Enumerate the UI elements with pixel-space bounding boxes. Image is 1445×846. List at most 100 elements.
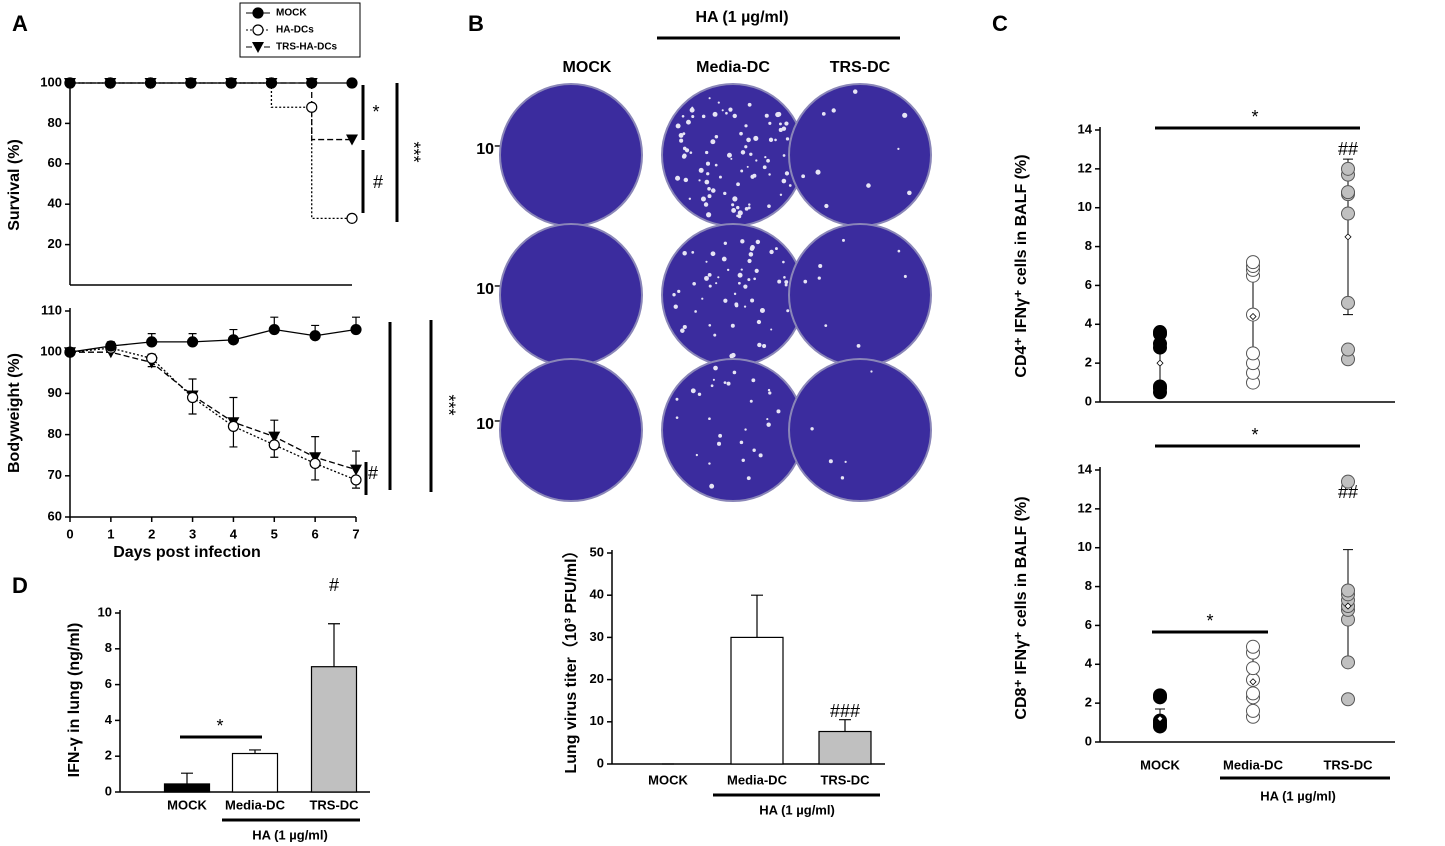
plaque [708,323,712,327]
plaque [682,132,686,136]
data-point [1341,185,1355,200]
data-point [227,334,240,346]
y-tick-label: 10 [590,713,604,728]
plaque [758,453,763,458]
plaque [705,161,711,166]
plaque [689,151,693,154]
plaque [856,344,861,348]
plaque [734,302,739,307]
plaque [701,297,704,300]
data-point [1153,688,1167,703]
y-tick-label: 0 [105,783,112,798]
plaque [755,239,761,245]
plaque [690,388,696,394]
plaque [707,187,711,191]
series-step [311,83,352,141]
x-tick-label: 3 [189,526,196,541]
data-point [268,439,280,451]
plaque [705,260,708,263]
plaque [759,307,765,313]
panel-label: B [468,11,484,36]
plate [499,223,643,367]
plaque [801,174,806,179]
plaque [712,378,715,381]
plaque [782,154,786,157]
plaque [740,268,743,271]
plaque [683,177,689,183]
plaque [824,203,829,209]
error-bar [751,594,763,638]
plaque [710,139,716,145]
group-label: HA (1 µg/ml) [1260,788,1336,803]
plaque [718,175,722,179]
data-point [64,77,76,89]
plaque [902,112,908,118]
plaque [775,111,781,118]
plaque [810,427,814,431]
error-bar [839,719,851,732]
plaque [739,440,744,445]
plaque [704,275,709,281]
plaque [723,381,727,384]
y-tick-label: 2 [105,748,112,763]
data-point [309,457,321,470]
plaque [713,333,717,337]
plaque [691,251,695,254]
data-point [306,77,318,89]
data-point [1153,325,1167,340]
x-tick-label: MOCK [167,797,207,812]
data-point [1246,703,1260,718]
x-tick-label: 5 [271,526,278,541]
plaque [767,204,771,208]
plaque [682,146,687,151]
plaque [779,122,782,126]
plate [661,358,805,502]
y-tick-label: 0 [1085,393,1092,408]
series-line [69,347,357,481]
plaque [747,206,751,210]
y-tick-label: 70 [48,467,62,482]
plaque [852,89,858,94]
x-tick-label: Media-DC [727,772,788,787]
plaque [744,124,748,128]
annotation: * [1251,425,1258,445]
annotation: ### [830,701,860,721]
x-tick-label: 6 [312,526,319,541]
x-tick-label: MOCK [1140,757,1180,772]
plaque [733,292,737,296]
plaque [732,370,737,375]
plate [499,358,643,502]
plaque [740,150,746,155]
plaque [782,260,785,264]
plaque [741,458,745,463]
plaque [682,324,687,330]
error-bar [181,772,193,784]
data-point [186,391,199,404]
error-bar [328,623,340,667]
y-tick-label: 60 [48,508,62,523]
plaque [747,258,752,264]
y-tick-label: 12 [1078,160,1092,175]
plaque [703,202,709,207]
plaque [726,268,730,272]
y-tick-label: 0 [1085,733,1092,748]
plaque [755,159,758,162]
plaque [709,483,715,489]
plaque [770,328,773,331]
plaque [788,184,792,187]
plaque [777,279,782,284]
plaque [754,268,759,273]
plaque [677,289,681,293]
data-point [1246,661,1260,676]
mean-marker [1344,602,1352,610]
y-tick-label: 0 [597,755,604,770]
plaque [673,304,678,309]
plaque [753,135,759,141]
plaque [831,108,836,113]
plaque [746,476,751,481]
plaque [736,182,740,187]
plaque [707,194,712,199]
legend-label: HA-DCs [276,25,314,36]
plaque [694,310,697,313]
plaque [700,196,706,202]
